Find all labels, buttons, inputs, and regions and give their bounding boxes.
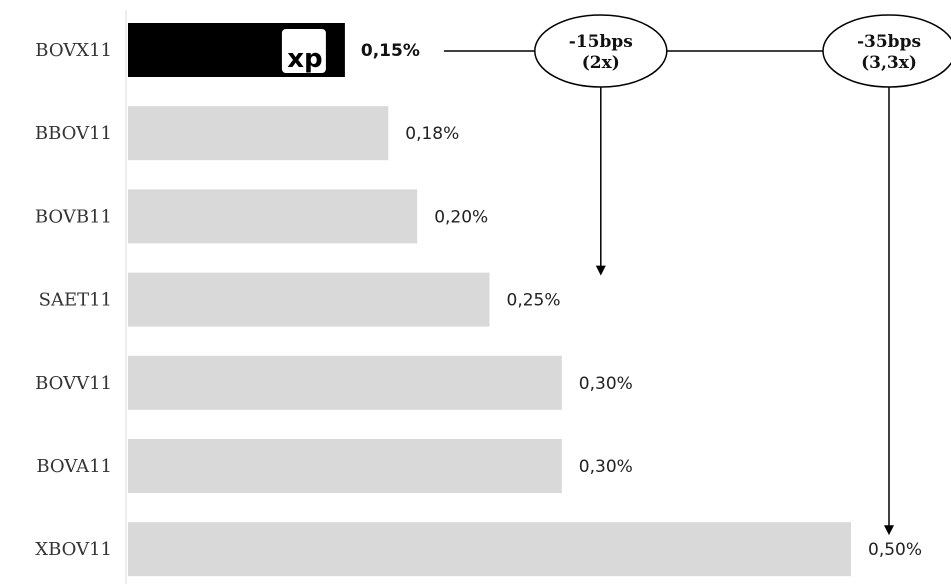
annotation-text-2-line2: (3,3x) [861, 53, 917, 73]
value-label-xbov11: 0,50% [868, 540, 922, 560]
annotations-group: -15bps(2x) -35bps(3,3x) [443, 14, 951, 536]
value-label-bbov11: 0,18% [405, 124, 459, 144]
category-label-bovb11: BOVB11 [35, 206, 112, 227]
bar-bbov11 [128, 106, 389, 161]
bar-saet11 [128, 272, 490, 327]
category-labels-group: BOVX11 BBOV11 BOVB11 SAET11 BOVV11 BOVA11 XBOV… [35, 40, 112, 560]
category-label-bovx11: BOVX11 [35, 40, 112, 61]
bar-bovb11 [128, 189, 418, 244]
annotation-text-1-line1: -15bps [569, 32, 633, 52]
annotation-text-1-line2: (2x) [582, 53, 620, 73]
xp-logo-text: xp [287, 44, 322, 74]
value-label-saet11: 0,25% [507, 291, 561, 311]
category-label-bovv11: BOVV11 [35, 373, 112, 394]
annotation-ellipse-1 [534, 14, 668, 88]
xp-logo-icon [281, 29, 326, 73]
bar-xbov11 [128, 522, 851, 577]
annotation-text-2-line1: -35bps [857, 32, 921, 52]
category-label-bova11: BOVA11 [36, 456, 112, 477]
value-label-bovv11: 0,30% [579, 374, 633, 394]
value-label-bovx11: 0,15% [361, 41, 420, 61]
bar-bova11 [128, 439, 562, 493]
value-label-bova11: 0,30% [579, 457, 633, 477]
annotation-ellipse-2 [822, 14, 951, 88]
category-label-xbov11: XBOV11 [35, 539, 112, 560]
value-labels-group: 0,15% 0,18% 0,20% 0,25% 0,30% 0,30% 0,50% [361, 41, 922, 560]
category-label-bbov11: BBOV11 [35, 123, 112, 144]
category-label-saet11: SAET11 [39, 290, 112, 311]
bars-group: xp [128, 23, 851, 577]
bar-bovv11 [128, 355, 562, 410]
value-label-bovb11: 0,20% [434, 207, 488, 227]
